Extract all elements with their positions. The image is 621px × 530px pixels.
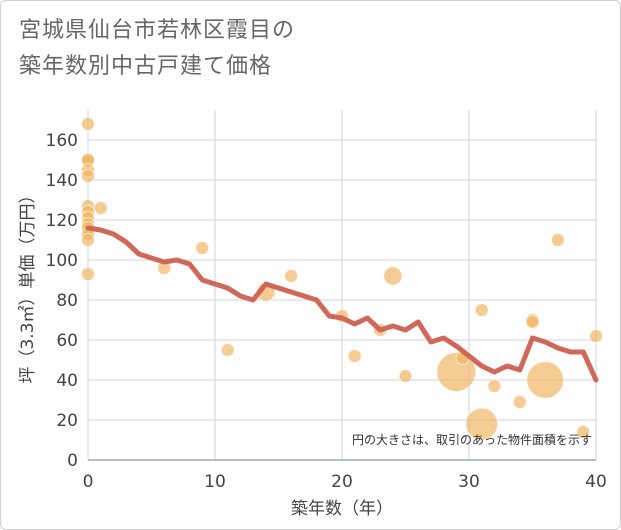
bubble-point-15 [195,241,210,255]
y-tick-label-20: 20 [56,411,78,431]
bubble-point-34 [576,425,591,439]
y-tick-label-40: 40 [56,371,78,391]
bubble-point-28 [487,379,502,393]
bubble-point-33 [550,233,565,247]
bubble-series [81,117,603,441]
y-tick-label-0: 0 [67,451,78,471]
y-tick-label-120: 120 [46,211,78,231]
y-tick-label-100: 100 [46,251,78,271]
y-tick-label-140: 140 [46,171,78,191]
x-axis-title: 築年数（年） [291,499,393,519]
x-tick-label-20: 20 [331,472,353,492]
bubble-point-4 [81,169,95,183]
bubble-point-23 [398,369,413,383]
x-tick-label-30: 30 [458,472,480,492]
bubble-point-32 [526,361,565,399]
x-tick-label-0: 0 [83,472,94,492]
bubble-point-0 [81,117,95,131]
y-tick-label-80: 80 [56,291,78,311]
x-tick-label-10: 10 [204,472,226,492]
y-tick-label-160: 160 [46,131,78,151]
y-tick-labels: 0 20 40 60 80 100 120 140 160 [46,131,78,471]
chart-title: 宮城県仙台市若林区霞目の 築年数別中古戸建て価格 [19,13,295,85]
x-tick-labels: 0 10 20 30 40 [83,472,607,492]
bubble-point-16 [220,343,235,357]
bubble-point-27 [465,407,499,441]
bubble-point-22 [383,266,403,286]
chart-title-line-2: 築年数別中古戸建て価格 [19,54,273,79]
y-tick-label-60: 60 [56,331,78,351]
size-legend-note: 円の大きさは、取引のあった物件面積を示す [352,432,592,447]
bubble-point-18 [284,269,299,283]
bubble-point-11 [81,233,95,247]
chart-title-line-1: 宮城県仙台市若林区霞目の [19,18,296,43]
bubble-point-20 [347,349,362,363]
bubble-point-13 [93,201,108,215]
bubble-point-35 [589,329,603,343]
bubble-point-31 [525,315,540,329]
bubble-point-12 [81,267,95,281]
x-tick-label-40: 40 [585,472,607,492]
bubble-point-29 [512,395,527,409]
trend-line [85,225,599,383]
bubble-point-26 [474,303,489,317]
grid-lines [87,110,597,460]
y-axis-title: 坪（3.3㎡）単価（万円） [18,186,38,383]
